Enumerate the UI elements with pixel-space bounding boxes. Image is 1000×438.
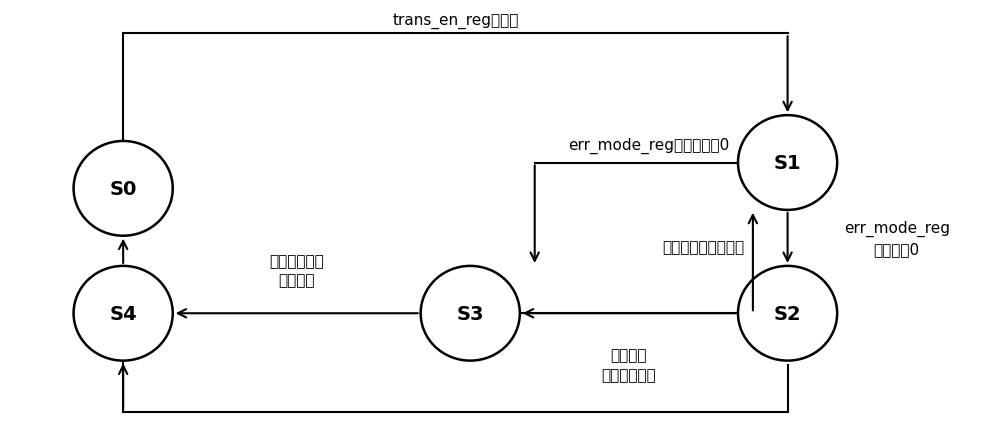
Text: S4: S4 (109, 304, 137, 323)
Text: S2: S2 (774, 304, 801, 323)
Text: err_mode_reg
低三位为0: err_mode_reg 低三位为0 (844, 220, 950, 256)
Ellipse shape (74, 141, 173, 236)
Text: 数据传输完成
指示信号: 数据传输完成 指示信号 (269, 253, 324, 288)
Text: S0: S0 (109, 180, 137, 198)
Ellipse shape (738, 116, 837, 210)
Text: 数据传输
完成指示信号: 数据传输 完成指示信号 (602, 348, 656, 382)
Text: err_mode_reg低三位不为0: err_mode_reg低三位不为0 (568, 138, 729, 154)
Ellipse shape (738, 266, 837, 361)
Text: S1: S1 (774, 154, 801, 173)
Ellipse shape (421, 266, 520, 361)
Text: 帧发送完成指示信号: 帧发送完成指示信号 (662, 240, 744, 254)
Text: trans_en_reg写操作: trans_en_reg写操作 (392, 14, 519, 29)
Ellipse shape (74, 266, 173, 361)
Text: S3: S3 (456, 304, 484, 323)
